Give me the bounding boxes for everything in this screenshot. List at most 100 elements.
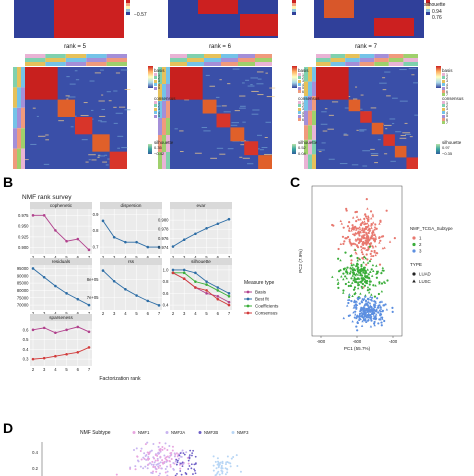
- series-point: [65, 239, 68, 243]
- annotation-side-cell: [308, 96, 312, 111]
- silhouette-colorbar: [292, 144, 296, 154]
- consensus-map-noise: [117, 147, 120, 149]
- pca-point-cluster-3: [362, 298, 365, 302]
- pca-point-cluster-3: [353, 305, 357, 308]
- legend-label: 2: [158, 103, 160, 108]
- legend-label: 3: [158, 79, 160, 84]
- consensus-map-noise: [251, 113, 259, 115]
- pca-point-cluster-3: [358, 312, 362, 315]
- pca-point-cluster-2: [356, 273, 360, 276]
- pca-point-cluster-3: [381, 309, 385, 313]
- pca-point-cluster-2: [337, 257, 340, 260]
- pca-point-cluster-1: [346, 225, 350, 228]
- pca-point-cluster-1: [379, 239, 382, 242]
- pca-point-cluster-2: [365, 282, 369, 285]
- pca-point-cluster-1: [347, 228, 351, 232]
- subtype-point: [212, 455, 215, 458]
- pca-point-cluster-2: [359, 274, 362, 277]
- series-point: [182, 277, 186, 281]
- pca-point-cluster-2: [370, 268, 373, 271]
- legend-swatch: [442, 121, 445, 125]
- pca-point-cluster-2: [368, 283, 371, 286]
- pca-point-cluster-3: [373, 304, 376, 307]
- pca-point-cluster-2: [349, 284, 353, 287]
- facet-strip: [30, 258, 92, 265]
- pca-point-cluster-1: [368, 227, 371, 230]
- pca-point-cluster-1: [361, 220, 364, 224]
- subtype-point: [189, 449, 192, 452]
- series-point: [65, 352, 68, 356]
- consensus-map-noise: [379, 82, 387, 84]
- pca-point-cluster-3: [360, 314, 364, 317]
- consensus-map-noise: [331, 101, 339, 103]
- pca-point-cluster-1: [350, 243, 353, 247]
- annotation-side-cell: [162, 118, 166, 135]
- consensus-map-noise: [339, 163, 348, 165]
- legend-label: 6: [446, 117, 448, 122]
- subtype-point: [161, 445, 164, 448]
- colorbar-step: [126, 0, 130, 3]
- series-point: [31, 357, 35, 361]
- subtype-point: [216, 463, 219, 466]
- consensus-map-noise: [241, 82, 245, 84]
- pca-point-cluster-2: [359, 272, 362, 275]
- consensus-map-noise: [91, 159, 97, 161]
- consensus-map-noise: [113, 122, 118, 124]
- consensus-map-noise: [261, 147, 268, 149]
- consensus-map-noise: [240, 105, 246, 107]
- subtype-point: [193, 463, 196, 466]
- legend-title: TYPE: [410, 262, 422, 267]
- legend-label: 2: [158, 75, 160, 80]
- facet-x-tick-label: 6: [217, 255, 220, 260]
- facet-y-tick-label: 0.7: [93, 245, 99, 250]
- legend-label: 4: [446, 110, 448, 115]
- pca-point-cluster-2: [356, 286, 360, 290]
- legend-swatch: [442, 73, 445, 76]
- subtype-point: [195, 462, 197, 465]
- annotation-side-cell: [21, 87, 25, 108]
- pca-point-cluster-1: [372, 254, 375, 258]
- pca-point-cluster-3: [355, 325, 358, 328]
- consensus-map-noise: [30, 143, 37, 145]
- pca-point-cluster-2: [331, 275, 334, 278]
- consensus-map-noise: [219, 153, 226, 155]
- consensus-block: [216, 113, 231, 128]
- annotation-track-cell: [359, 58, 375, 62]
- pca-point-cluster-3: [355, 314, 359, 317]
- pca-point-cluster-2: [372, 269, 375, 273]
- pca-point-cluster-3: [367, 301, 370, 304]
- pca-point-cluster-1: [370, 250, 373, 253]
- annotation-side-cell: [13, 107, 17, 129]
- consensus-map-noise: [97, 154, 101, 156]
- consensus-map-noise: [120, 69, 128, 71]
- consensus-map-noise: [209, 85, 216, 87]
- subtype-point: [230, 457, 233, 460]
- pca-point-cluster-1: [332, 224, 335, 227]
- consensus-map-noise: [362, 150, 371, 152]
- basis-legend-title: basis: [154, 68, 165, 73]
- pca-point-cluster-1: [371, 244, 374, 247]
- legend-swatch: [298, 79, 301, 83]
- legend-swatch: [154, 107, 157, 111]
- subtype-point: [152, 466, 155, 469]
- facet-y-tick-label: 1.0: [163, 267, 169, 272]
- pca-point-cluster-1: [371, 229, 375, 232]
- series-point: [54, 354, 57, 358]
- pca-point-cluster-3: [367, 316, 370, 319]
- pca-point-cluster-3: [374, 317, 378, 320]
- pca-point-cluster-1: [356, 244, 359, 247]
- pca-point-cluster-1: [353, 233, 356, 236]
- facet-strip-label: sparseness: [49, 315, 73, 320]
- facet-y-tick-label: 0.976: [158, 236, 169, 241]
- consensus-map-noise: [384, 71, 391, 73]
- consensus-map-noise: [174, 128, 178, 130]
- subtype-point: [150, 471, 153, 474]
- top-partial-colorbar-3: [426, 0, 430, 15]
- consensus-map-noise: [360, 94, 364, 96]
- consensus-map-noise: [391, 123, 395, 125]
- pca-point-cluster-3: [369, 295, 372, 298]
- pca-point-cluster-1: [363, 220, 366, 223]
- series-point: [205, 280, 208, 283]
- annotation-side-cell: [312, 154, 316, 169]
- consensus-map-noise: [259, 149, 264, 151]
